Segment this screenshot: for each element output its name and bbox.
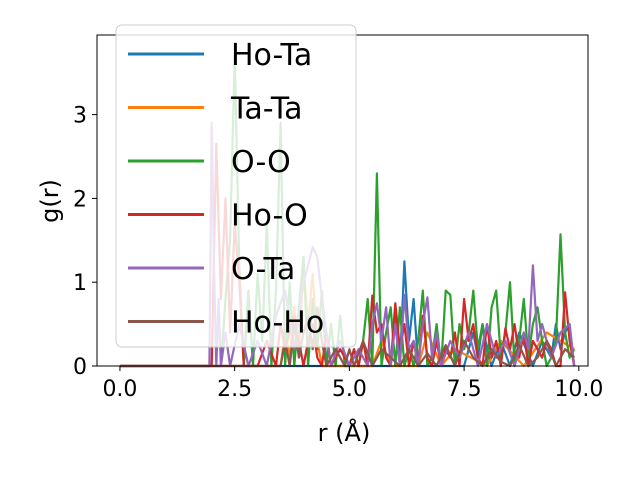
y-tick-label: 0 (73, 355, 87, 380)
legend-label-5: Ho-Ho (231, 306, 324, 341)
x-axis-label: r (Å) (318, 418, 371, 447)
legend-label-0: Ho-Ta (231, 38, 312, 73)
legend-box (115, 24, 357, 348)
legend-label-4: O-Ta (231, 252, 295, 287)
legend: Ho-Ta Ta-Ta O-O Ho-O O-Ta Ho-Ho (115, 24, 357, 348)
y-tick-label: 2 (73, 187, 87, 212)
x-tick-label: 2.5 (217, 377, 252, 402)
x-tick-label: 7.5 (447, 377, 482, 402)
axes: 0.0 2.5 5.0 7.5 10.0 0 1 2 3 (73, 34, 603, 402)
x-tick-label: 5.0 (332, 377, 367, 402)
y-tick-label: 3 (73, 104, 87, 129)
legend-label-2: O-O (231, 145, 291, 180)
y-axis-label: g(r) (36, 179, 64, 223)
y-tick-label: 1 (73, 271, 87, 296)
series-line-4 (119, 121, 576, 368)
x-tick-label: 10.0 (554, 377, 603, 402)
x-tick-label: 0.0 (102, 377, 137, 402)
legend-label-1: Ta-Ta (230, 92, 303, 127)
legend-label-3: Ho-O (231, 199, 308, 234)
